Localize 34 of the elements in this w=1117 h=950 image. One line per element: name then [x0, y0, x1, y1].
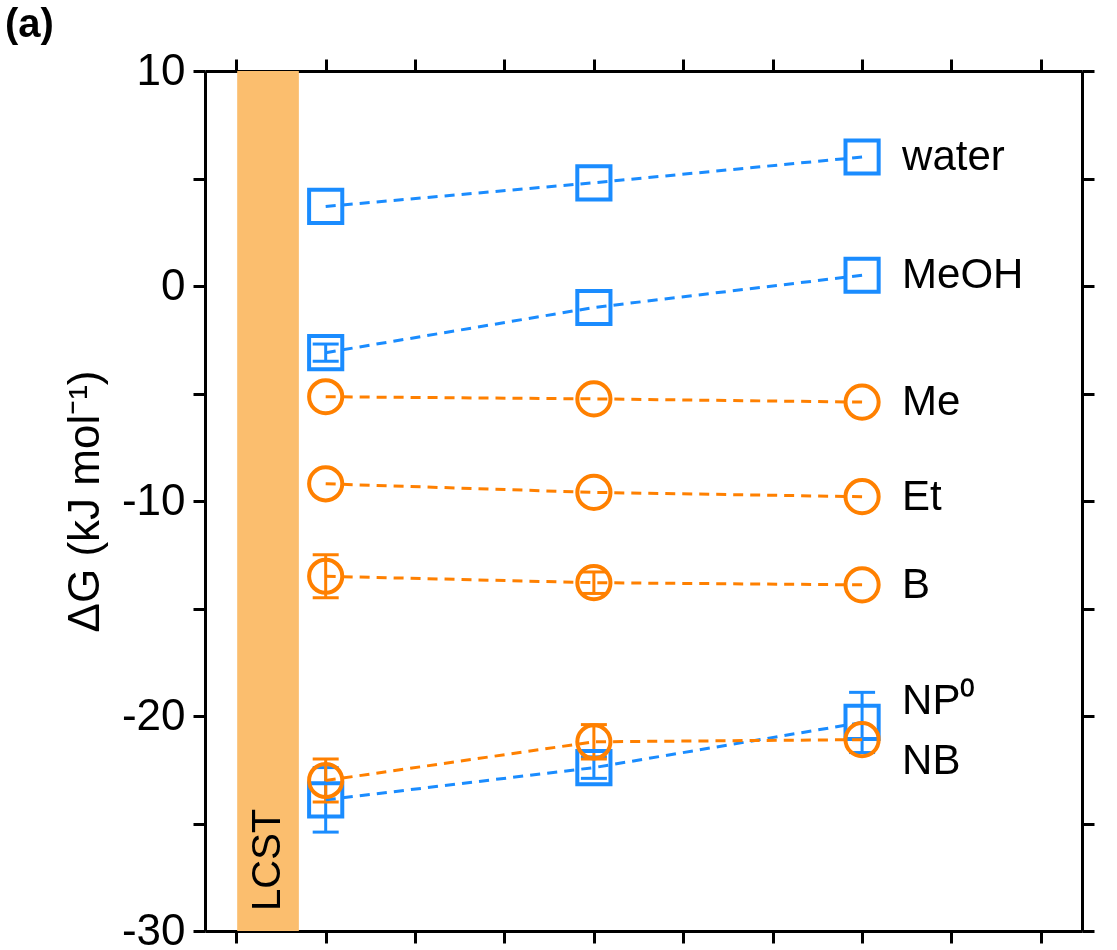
point — [575, 164, 613, 202]
series-label: MeOH — [902, 250, 1024, 298]
point — [307, 378, 345, 416]
y-axis-title: ΔG (kJ mol⁻¹) — [58, 370, 108, 633]
y-tick-label: 0 — [161, 259, 186, 309]
series-label: NP⁰ — [902, 675, 976, 723]
point — [575, 473, 613, 511]
point — [843, 566, 881, 604]
point — [307, 761, 345, 800]
point — [843, 256, 881, 294]
point — [575, 288, 613, 327]
point — [307, 187, 345, 226]
point — [307, 465, 345, 503]
point — [575, 749, 613, 787]
annotation: LCST — [244, 808, 289, 911]
series-label: NB — [902, 736, 961, 784]
point — [575, 564, 613, 602]
series-label: Et — [902, 471, 943, 519]
y-tick-label: -10 — [121, 474, 186, 524]
series-label: water — [901, 132, 1005, 179]
point — [843, 383, 881, 421]
point — [575, 380, 613, 418]
series-label: B — [902, 559, 931, 607]
point — [307, 557, 345, 595]
point — [307, 334, 345, 372]
point — [843, 138, 881, 176]
chart-title: (a) — [5, 1, 54, 45]
y-tick-label: -20 — [121, 689, 186, 739]
point — [843, 478, 881, 516]
y-tick-label: -30 — [121, 904, 186, 950]
point — [843, 721, 881, 759]
point — [575, 723, 613, 761]
series-label: Me — [902, 377, 961, 425]
y-tick-label: 10 — [136, 44, 186, 94]
